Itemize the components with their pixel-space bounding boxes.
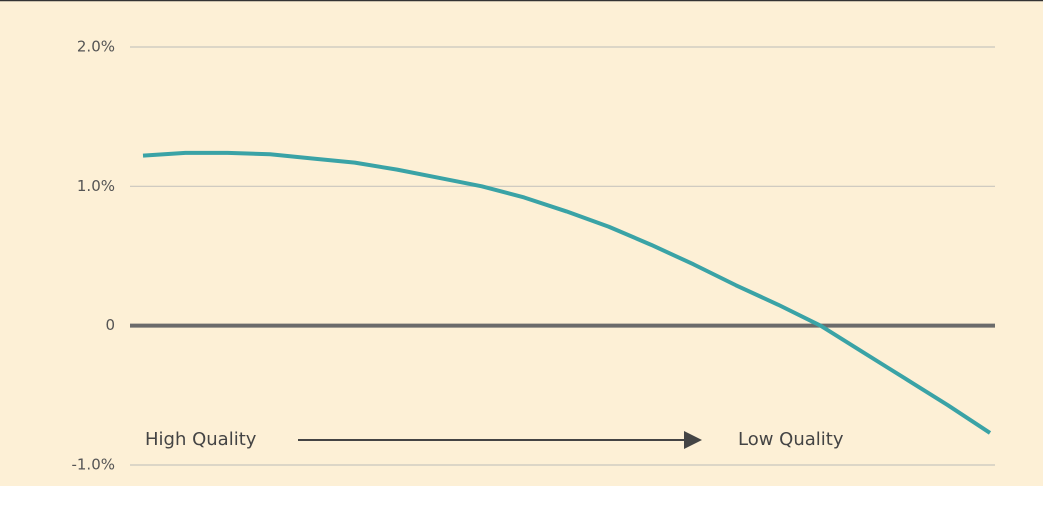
arrow-head xyxy=(684,431,702,449)
annotation: High Quality xyxy=(145,429,257,450)
y-tick-label: 0 xyxy=(105,316,115,334)
y-tick-label: -1.0% xyxy=(71,456,115,474)
background xyxy=(0,0,1043,486)
y-tick-label: 2.0% xyxy=(77,38,115,56)
annotation: Low Quality xyxy=(738,429,844,450)
y-tick-label: 1.0% xyxy=(77,177,115,195)
data-line xyxy=(142,150,992,435)
